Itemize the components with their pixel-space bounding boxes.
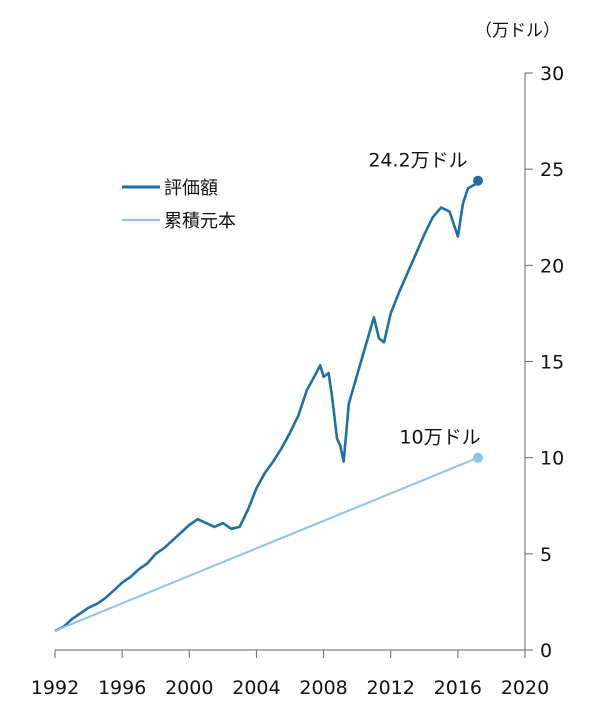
annotation-marker (473, 175, 483, 186)
x-tick-label: 2004 (232, 677, 280, 699)
legend-label: 累積元本 (164, 211, 236, 232)
x-ticks: 1992 1996 2000 2004 2008 2012 2016 2020 (31, 650, 549, 699)
y-tick-label: 10 (540, 448, 564, 470)
plot-area: 1992 1996 2000 2004 2008 2012 2016 2020 0 5 10 15 2… (31, 21, 564, 699)
x-tick-label: 1996 (98, 677, 146, 699)
x-tick-label: 1992 (31, 677, 79, 699)
y-ticks: 0 5 10 15 20 25 30 (525, 63, 564, 662)
x-tick-label: 2020 (501, 677, 549, 699)
legend-label: 評価額 (164, 178, 218, 199)
series-line-1 (54, 179, 479, 632)
annotations: 24.2万ドル 10万ドル (368, 150, 483, 463)
y-tick-label: 25 (540, 159, 564, 181)
x-tick-label: 2008 (299, 677, 347, 699)
x-tick-label: 2012 (367, 677, 415, 699)
annotation-label: 10万ドル (399, 427, 480, 449)
series-line-2 (54, 456, 479, 632)
y-tick-label: 5 (540, 544, 552, 566)
x-tick-label: 2016 (434, 677, 482, 699)
annotation-marker (473, 452, 483, 463)
annotation-label: 24.2万ドル (368, 150, 467, 172)
y-tick-label: 0 (540, 640, 552, 662)
y-tick-label: 30 (540, 63, 564, 85)
y-tick-label: 20 (540, 255, 564, 277)
y-tick-label: 15 (540, 352, 564, 374)
x-tick-label: 2000 (165, 677, 213, 699)
series-lines (54, 179, 479, 632)
y-unit-label: （万ドル） (475, 21, 560, 41)
